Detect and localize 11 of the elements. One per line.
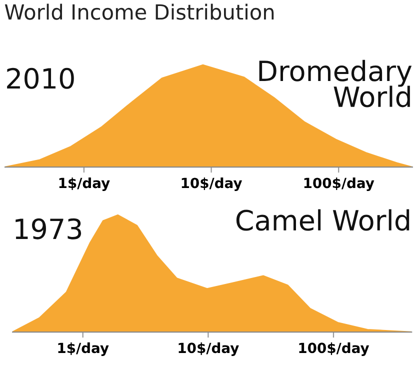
x-tick-label: 100$/day: [299, 342, 370, 356]
x-tick-label: 1$/day: [58, 342, 109, 356]
x-tick-label: 100$/day: [304, 177, 374, 191]
annotation: Dromedary World: [259, 60, 412, 108]
x-tick-label: 10$/day: [182, 177, 242, 191]
chart-title: World Income Distribution: [4, 4, 274, 20]
x-tick-label: 10$/day: [178, 342, 239, 356]
annotation: Camel World: [236, 209, 410, 231]
x-tick-label: 1$/day: [59, 177, 110, 191]
annotation: 2010: [7, 68, 74, 89]
annotation: 1973: [16, 218, 82, 240]
